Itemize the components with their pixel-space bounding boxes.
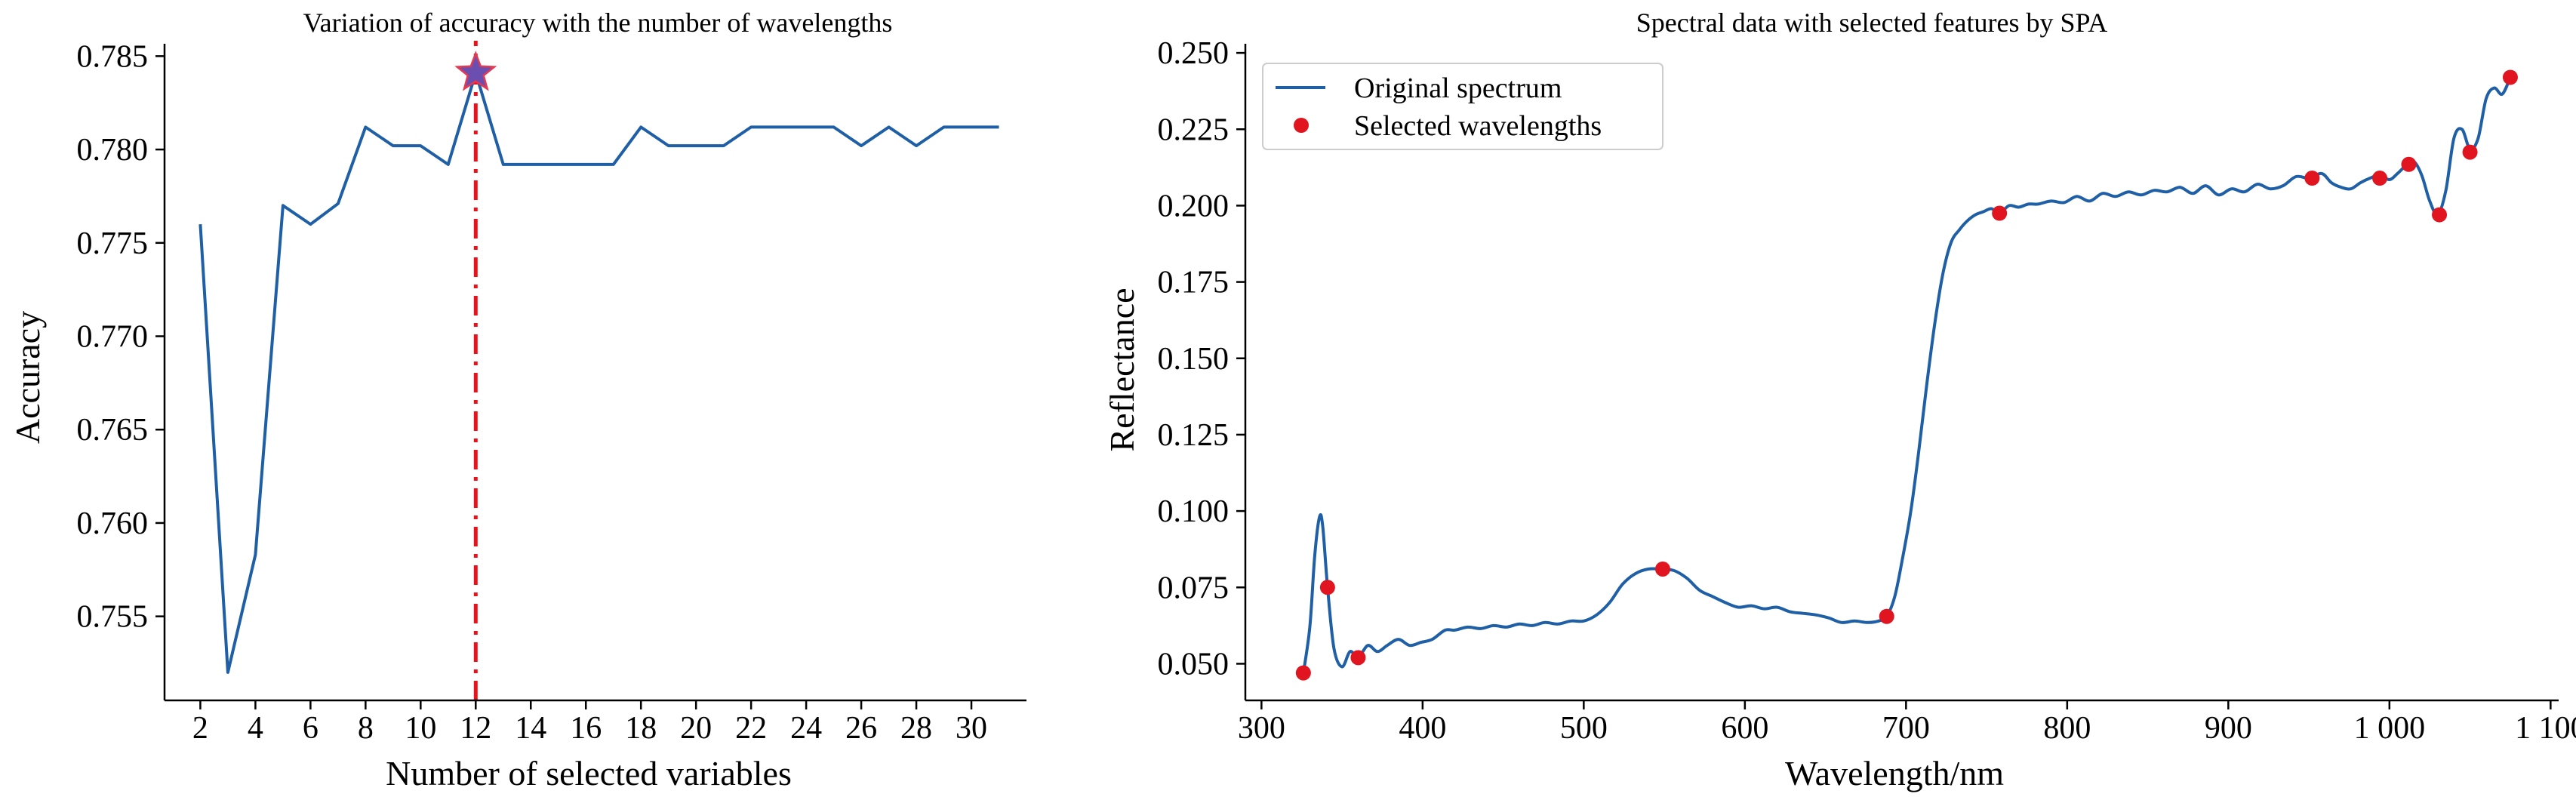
y-tick-label: 0.250 xyxy=(1158,36,1230,71)
selected-wavelength-point xyxy=(2432,207,2448,223)
legend-entry-original: Original spectrum xyxy=(1354,72,1562,104)
selected-wavelength-point xyxy=(2502,69,2518,85)
x-tick-label: 30 xyxy=(956,711,987,746)
x-tick-label: 600 xyxy=(1721,711,1768,746)
x-tick-label: 1 000 xyxy=(2354,711,2426,746)
x-tick-label: 18 xyxy=(625,711,657,746)
x-tick-label: 2 xyxy=(192,711,208,746)
y-tick-label: 0.125 xyxy=(1158,418,1230,453)
x-tick-label: 8 xyxy=(358,711,374,746)
x-tick-label: 26 xyxy=(845,711,877,746)
x-axis-label: Wavelength/nm xyxy=(1785,754,2004,792)
x-tick-label: 900 xyxy=(2205,711,2252,746)
x-tick-label: 4 xyxy=(248,711,263,746)
x-tick-label: 400 xyxy=(1399,711,1446,746)
y-tick-label: 0.770 xyxy=(77,320,149,355)
x-tick-label: 300 xyxy=(1238,711,1285,746)
selected-wavelength-point xyxy=(1879,608,1894,624)
y-tick-label: 0.150 xyxy=(1158,342,1230,377)
x-tick-label: 16 xyxy=(570,711,602,746)
x-tick-label: 1 100 xyxy=(2515,711,2576,746)
legend-frame xyxy=(1262,63,1663,150)
y-tick-label: 0.765 xyxy=(77,413,149,448)
y-tick-label: 0.075 xyxy=(1158,571,1230,605)
y-axis-label: Reflectance xyxy=(1103,288,1141,451)
chart-title: Variation of accuracy with the number of… xyxy=(303,8,893,38)
x-tick-label: 24 xyxy=(790,711,822,746)
x-tick-label: 800 xyxy=(2043,711,2091,746)
selected-wavelength-point xyxy=(1350,650,1366,666)
legend-entry-selected: Selected wavelengths xyxy=(1354,110,1602,142)
x-tick-label: 12 xyxy=(460,711,491,746)
selected-wavelength-point xyxy=(2372,171,2388,186)
selected-wavelength-point xyxy=(1992,205,2008,221)
selected-wavelength-point xyxy=(2304,171,2320,186)
x-tick-label: 14 xyxy=(515,711,546,746)
x-tick-label: 6 xyxy=(303,711,319,746)
best-accuracy-marker xyxy=(454,51,497,91)
legend: Original spectrum Selected wavelengths xyxy=(1262,63,1663,150)
selected-wavelength-point xyxy=(2401,156,2417,172)
y-tick-label: 0.100 xyxy=(1158,494,1230,529)
y-tick-label: 0.780 xyxy=(77,133,149,168)
y-tick-label: 0.760 xyxy=(77,506,149,541)
y-tick-label: 0.200 xyxy=(1158,189,1230,223)
accuracy-line xyxy=(199,71,999,674)
x-tick-label: 20 xyxy=(680,711,712,746)
y-tick-label: 0.785 xyxy=(77,39,149,74)
y-tick-label: 0.050 xyxy=(1158,647,1230,682)
x-tick-label: 700 xyxy=(1882,711,1930,746)
x-tick-label: 10 xyxy=(405,711,436,746)
x-tick-label: 500 xyxy=(1560,711,1608,746)
legend-point-sample xyxy=(1294,118,1309,133)
selected-wavelength-point xyxy=(1319,580,1335,595)
x-tick-label: 28 xyxy=(900,711,932,746)
y-tick-label: 0.775 xyxy=(77,226,149,261)
y-axis-label: Accuracy xyxy=(8,311,47,444)
x-axis-label: Number of selected variables xyxy=(386,754,792,792)
original-spectrum-line xyxy=(1301,76,2512,673)
y-tick-label: 0.225 xyxy=(1158,112,1230,147)
selected-wavelength-point xyxy=(1654,561,1670,577)
accuracy-chart: Variation of accuracy with the number of… xyxy=(8,8,1026,792)
y-tick-label: 0.175 xyxy=(1158,266,1230,300)
y-tick-label: 0.755 xyxy=(77,600,149,635)
selected-wavelength-point xyxy=(2462,144,2478,160)
chart-title: Spectral data with selected features by … xyxy=(1636,8,2108,38)
selected-wavelength-point xyxy=(1295,665,1311,681)
x-tick-label: 22 xyxy=(735,711,767,746)
spectrum-chart: Spectral data with selected features by … xyxy=(1103,8,2576,792)
